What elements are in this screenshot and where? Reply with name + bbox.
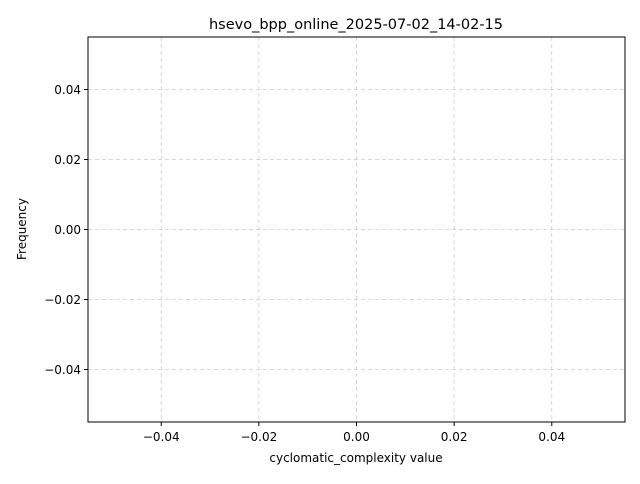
x-axis-label: cyclomatic_complexity value (269, 451, 442, 465)
x-tick-label: 0.04 (538, 430, 565, 444)
x-tick-label: −0.04 (143, 430, 180, 444)
chart-title: hsevo_bpp_online_2025-07-02_14-02-15 (209, 17, 503, 33)
x-tick-label: 0.02 (441, 430, 468, 444)
x-tick-label: −0.02 (240, 430, 277, 444)
y-tick-label: −0.02 (44, 293, 81, 307)
y-axis-label: Frequency (15, 198, 29, 260)
y-tick-label: 0.04 (54, 83, 81, 97)
y-tick-label: 0.02 (54, 153, 81, 167)
y-axis-ticks: −0.04 −0.02 0.00 0.02 0.04 (44, 83, 88, 377)
grid-layer (88, 37, 625, 422)
x-tick-label: 0.00 (343, 430, 370, 444)
x-axis-ticks: −0.04 −0.02 0.00 0.02 0.04 (143, 422, 565, 444)
y-tick-label: −0.04 (44, 363, 81, 377)
y-tick-label: 0.00 (54, 223, 81, 237)
